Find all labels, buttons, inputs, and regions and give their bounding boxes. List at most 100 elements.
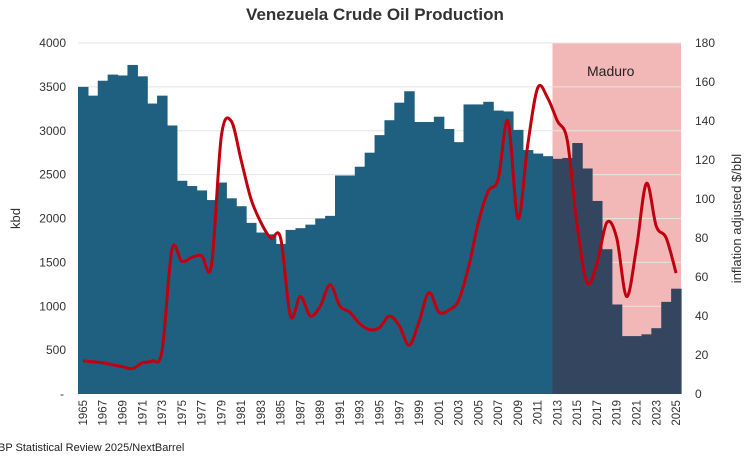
x-tick-label: 1997	[394, 400, 406, 426]
production-bar-1966	[87, 95, 99, 395]
production-bar-1965	[78, 86, 89, 394]
chart-title: Venezuela Crude Oil Production	[246, 5, 504, 24]
y-right-tick-label: 40	[695, 309, 709, 323]
x-tick-label: 1979	[216, 400, 228, 426]
y-right-tick-label: 20	[695, 348, 709, 362]
production-bar-1975	[176, 180, 188, 394]
production-bar-2003	[453, 142, 465, 394]
production-bar-2013	[552, 158, 563, 394]
production-bar-2000	[423, 121, 435, 394]
production-bar-1979	[216, 182, 227, 394]
production-bar-2018	[601, 249, 613, 394]
x-tick-label: 1965	[78, 400, 90, 426]
x-tick-label: 1985	[276, 400, 288, 426]
x-tick-label: 1975	[177, 400, 189, 426]
y-left-tick-label: 2500	[39, 168, 66, 182]
y-right-tick-label: 60	[695, 270, 709, 284]
y-left-tick-label: 4000	[39, 36, 66, 50]
x-tick-label: 1993	[355, 400, 367, 426]
chart-source: BP Statistical Review 2025/NextBarrel	[0, 442, 185, 454]
production-bar-1977	[196, 190, 208, 394]
production-bar-1984	[265, 234, 277, 394]
maduro-label: Maduro	[587, 63, 635, 79]
production-bar-2011	[532, 153, 544, 394]
production-bar-1997	[394, 102, 405, 395]
price-line	[82, 83, 678, 371]
production-bar-2019	[611, 304, 623, 394]
production-bar-2001	[433, 116, 445, 395]
production-bar-2012	[542, 156, 554, 394]
production-bar-1999	[414, 121, 425, 394]
y-left-tick-label: 1000	[39, 299, 66, 313]
y-right-tick-label: 160	[695, 75, 715, 89]
production-bar-1970	[127, 64, 138, 394]
x-tick-label: 2025	[671, 400, 683, 426]
x-tick-label: 2003	[454, 400, 466, 426]
y-right-tick-label: 140	[695, 114, 715, 128]
production-bar-2022	[641, 334, 652, 394]
production-bar-1969	[117, 75, 129, 394]
production-bar-1976	[186, 186, 198, 394]
x-tick-label: 1991	[335, 400, 347, 426]
x-tick-label: 2021	[632, 400, 644, 426]
x-tick-label: 2001	[434, 400, 446, 426]
y-left-axis-label: kbd	[8, 208, 23, 229]
x-tick-label: 2023	[651, 400, 663, 426]
production-bar-1995	[374, 135, 386, 394]
production-bar-1996	[384, 120, 395, 394]
production-bar-2006	[483, 101, 494, 394]
y-right-axis-label: inflation adjusted $/bbl	[729, 154, 744, 283]
production-bar-2025	[671, 288, 682, 394]
y-right-tick-label: 100	[695, 192, 715, 206]
production-bar-1974	[166, 125, 178, 395]
x-tick-label: 2011	[533, 400, 545, 425]
production-bar-1972	[147, 103, 158, 395]
x-tick-label: 2019	[612, 400, 624, 426]
production-bar-1980	[226, 198, 237, 394]
production-bar-1978	[206, 200, 217, 394]
production-bar-2021	[631, 336, 643, 394]
production-bar-1968	[107, 74, 119, 394]
x-tick-label: 2013	[552, 400, 564, 426]
y-left-tick-label: 1500	[39, 255, 66, 269]
x-tick-label: 2009	[513, 400, 525, 426]
production-bar-2024	[661, 301, 672, 394]
x-tick-label: 1989	[315, 400, 327, 426]
y-right-tick-label: 120	[695, 153, 715, 167]
production-bar-1992	[344, 175, 356, 394]
production-bar-1988	[305, 224, 316, 394]
production-bar-1971	[137, 76, 148, 394]
production-bar-2014	[562, 157, 573, 394]
production-bar-2015	[572, 143, 583, 394]
production-bar-1987	[295, 228, 306, 394]
production-bar-2009	[512, 129, 524, 394]
y-right-tick-label: 80	[695, 231, 709, 245]
y-left-tick-label: 2000	[39, 212, 66, 226]
x-tick-label: 1981	[236, 400, 248, 426]
production-bar-2010	[522, 150, 534, 394]
x-tick-label: 1973	[157, 400, 169, 426]
x-tick-label: 1995	[375, 400, 387, 426]
production-bar-2017	[592, 200, 603, 394]
production-bar-1967	[97, 80, 109, 395]
production-bar-1982	[246, 222, 257, 394]
production-bar-1998	[404, 91, 415, 394]
x-tick-label: 1971	[137, 400, 149, 426]
x-tick-label: 2017	[592, 400, 604, 426]
production-bar-1973	[157, 95, 168, 395]
production-bar-1990	[325, 215, 336, 394]
production-bar-2008	[503, 111, 514, 394]
x-tick-label: 2005	[473, 400, 485, 426]
y-left-tick-label: 500	[46, 343, 66, 357]
production-bar-2023	[651, 328, 662, 394]
x-tick-label: 1987	[295, 400, 307, 426]
production-bar-2002	[443, 128, 455, 394]
production-bar-1994	[364, 152, 376, 394]
y-right-tick-label: 0	[695, 387, 702, 401]
x-tick-label: 1977	[197, 400, 209, 426]
production-bar-1981	[236, 206, 247, 394]
production-bar-1993	[354, 166, 366, 394]
y-left-zero-label: -	[60, 387, 64, 401]
x-tick-label: 1999	[414, 400, 426, 426]
x-tick-label: 1983	[256, 400, 268, 426]
